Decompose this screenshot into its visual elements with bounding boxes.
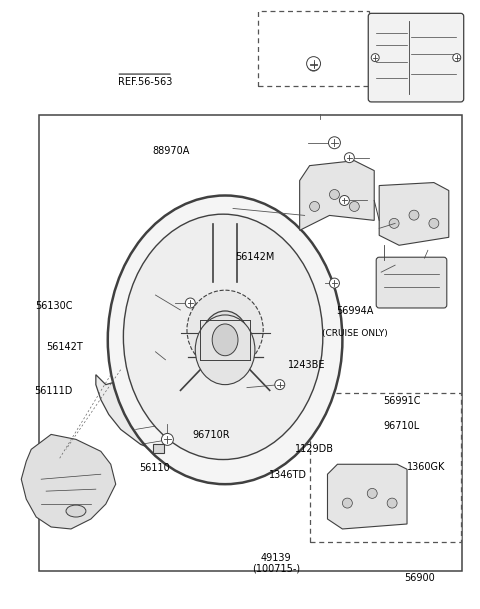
Circle shape: [329, 278, 339, 288]
Text: 56142M: 56142M: [235, 252, 275, 262]
Circle shape: [409, 210, 419, 220]
Text: 56110: 56110: [139, 463, 169, 473]
Circle shape: [387, 498, 397, 508]
Circle shape: [344, 153, 354, 163]
Text: 56991C: 56991C: [383, 396, 420, 406]
Circle shape: [367, 488, 377, 498]
Circle shape: [429, 219, 439, 228]
Polygon shape: [300, 161, 374, 230]
Circle shape: [185, 298, 195, 308]
Text: 1346TD: 1346TD: [269, 471, 307, 481]
Polygon shape: [21, 434, 116, 529]
Text: 1243BE: 1243BE: [288, 360, 325, 370]
Text: 56900: 56900: [405, 573, 435, 583]
Text: 1360GK: 1360GK: [407, 462, 445, 472]
Circle shape: [329, 189, 339, 200]
Text: 49139: 49139: [261, 553, 291, 563]
Text: (CRUISE ONLY): (CRUISE ONLY): [322, 329, 387, 338]
Circle shape: [389, 219, 399, 228]
Circle shape: [161, 434, 173, 445]
Circle shape: [328, 137, 340, 149]
Circle shape: [342, 498, 352, 508]
Ellipse shape: [123, 214, 323, 460]
Text: 56111D: 56111D: [35, 386, 73, 396]
Ellipse shape: [202, 311, 249, 368]
Text: 96710L: 96710L: [383, 421, 420, 431]
Ellipse shape: [212, 324, 238, 356]
Text: 1129DB: 1129DB: [295, 444, 334, 454]
Text: 56130C: 56130C: [36, 301, 73, 311]
Polygon shape: [379, 183, 449, 245]
Bar: [153, 445, 165, 453]
FancyBboxPatch shape: [368, 13, 464, 102]
Circle shape: [339, 195, 349, 205]
Text: 88970A: 88970A: [152, 146, 190, 156]
FancyBboxPatch shape: [376, 257, 447, 308]
Circle shape: [308, 59, 320, 71]
Ellipse shape: [108, 195, 342, 484]
Polygon shape: [96, 312, 285, 459]
Circle shape: [275, 379, 285, 390]
Text: 56994A: 56994A: [336, 306, 373, 315]
Polygon shape: [327, 464, 407, 529]
Ellipse shape: [66, 505, 86, 517]
Text: 96710R: 96710R: [193, 430, 230, 440]
Circle shape: [371, 54, 379, 62]
Text: 56142T: 56142T: [46, 342, 83, 352]
Ellipse shape: [187, 290, 263, 370]
Bar: [258, 12, 369, 86]
Bar: [310, 393, 461, 542]
Text: (100715-): (100715-): [252, 563, 300, 573]
Circle shape: [310, 202, 320, 211]
Ellipse shape: [195, 315, 255, 385]
Bar: [39, 115, 462, 571]
Circle shape: [453, 54, 461, 62]
Circle shape: [307, 57, 321, 71]
Text: REF.56-563: REF.56-563: [118, 77, 173, 87]
Circle shape: [349, 202, 360, 211]
